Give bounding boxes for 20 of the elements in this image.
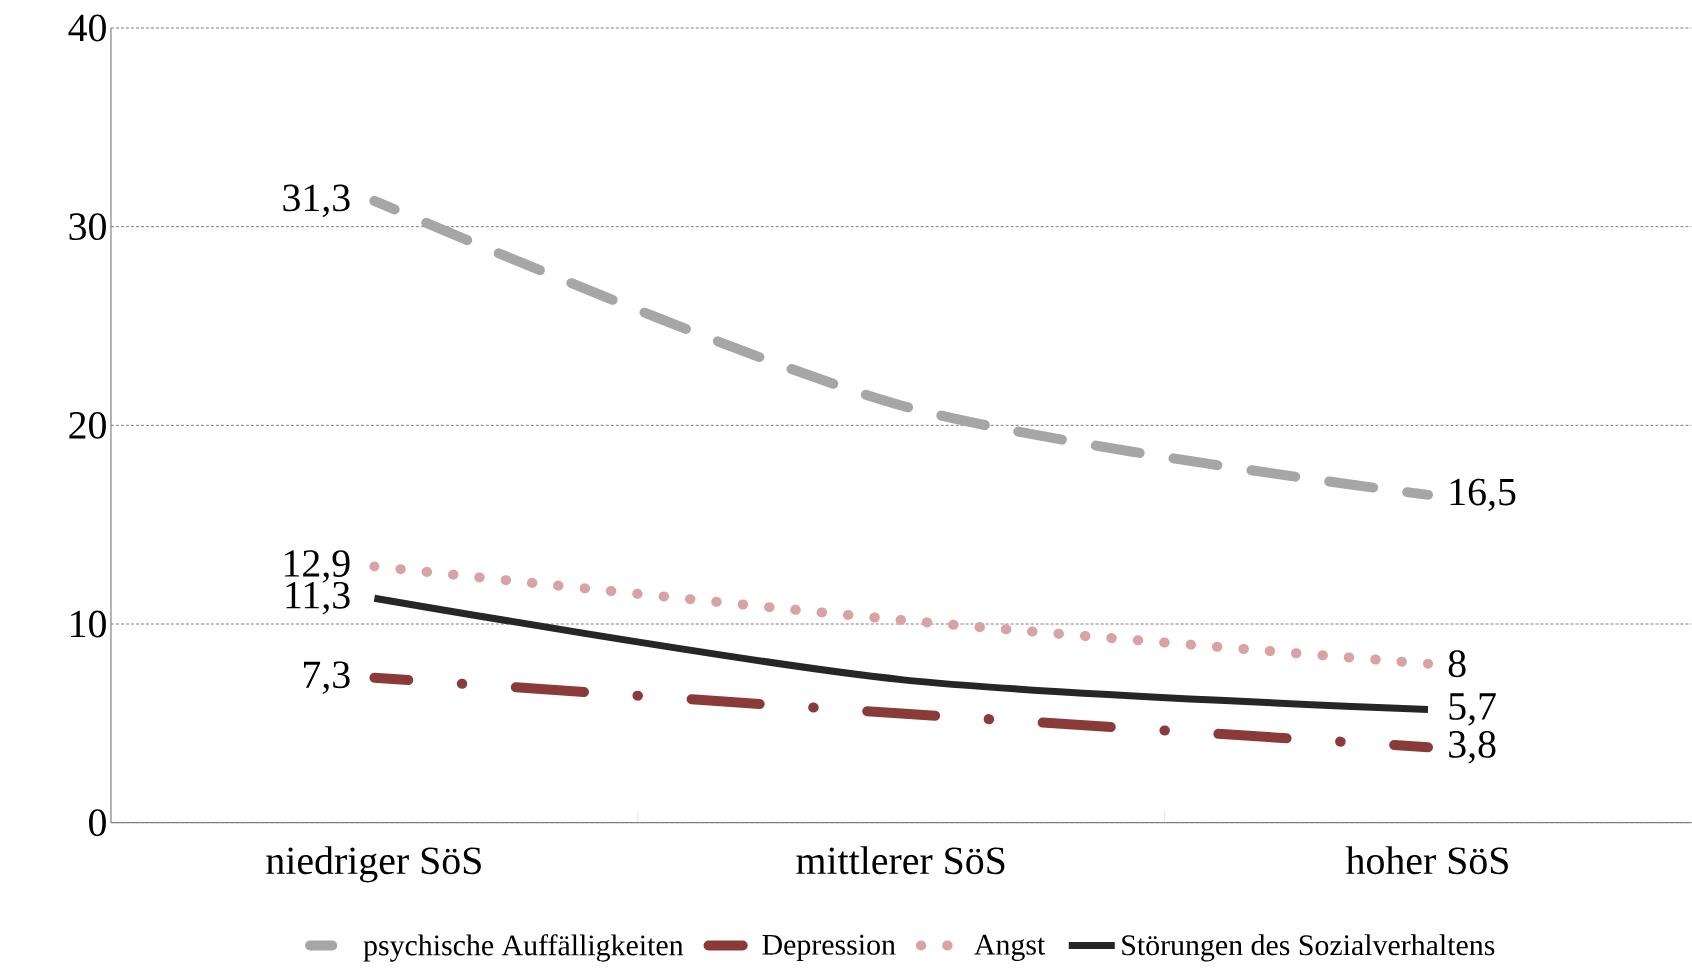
legend-label: Störungen des Sozialverhaltens	[1122, 934, 1495, 962]
data-label: 8	[1448, 650, 1466, 678]
data-label: 3,8	[1449, 731, 1496, 764]
y-tick-label: 10	[71, 610, 106, 638]
x-tick-label: mittlerer SöS	[796, 846, 1005, 875]
y-tick-label: 40	[68, 14, 106, 42]
legend-label: Angst	[974, 934, 1046, 962]
data-label: 11,3	[286, 582, 350, 615]
data-label: 16,5	[1450, 478, 1516, 512]
data-label: 12,9	[284, 550, 350, 583]
y-tick-label: 20	[69, 412, 106, 439]
data-label: 31,3	[283, 184, 350, 218]
y-tick-label: 30	[69, 213, 106, 241]
legend-label: psychische Auffälligkeiten	[363, 934, 684, 962]
legend-label: Depression	[762, 934, 896, 962]
x-tick-label: niedriger SöS	[266, 846, 481, 883]
data-label: 7,3	[304, 661, 350, 695]
y-tick-label: 0	[89, 809, 106, 837]
x-tick-label: hoher SöS	[1345, 846, 1508, 875]
data-label: 5,7	[1449, 693, 1496, 726]
